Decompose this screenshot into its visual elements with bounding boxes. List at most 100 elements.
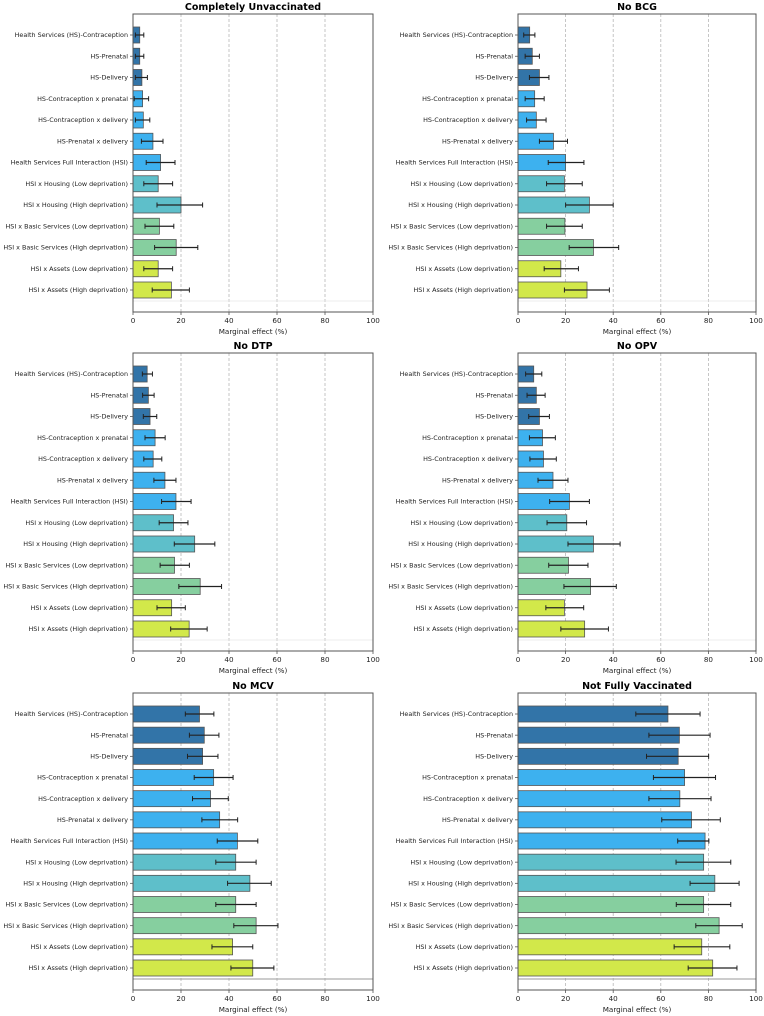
y-tick-label: HS-Prenatal [91,52,129,60]
y-tick-label: Health Services Full Interaction (HSI) [396,837,513,845]
chart-panel-2: No BCG Health Services (HS)-Contraception… [388,2,763,336]
y-tick-label: Health Services (HS)-Contraception [15,370,128,378]
chart-panel-4: No OPV Health Services (HS)-Contraception… [388,341,763,675]
y-tick-label: HSI x Housing (Low deprivation) [25,180,128,188]
y-tick-label: HSI x Basic Services (High deprivation) [388,244,513,252]
bar [517,874,716,892]
chart-title: No OPV [617,341,658,352]
chart-title: No DTP [233,341,272,352]
plot-frame [132,352,374,652]
y-tick-label: HSI x Basic Services (High deprivation) [3,922,128,930]
plot-frame [517,352,757,652]
y-tick-label: HSI x Housing (Low deprivation) [25,858,128,866]
y-tick-label: HSI x Basic Services (High deprivation) [3,583,128,591]
y-tick-label: HS-Contraception x prenatal [37,434,128,442]
y-tick-label: HSI x Assets (High deprivation) [413,964,513,972]
x-tick-label: 0 [516,655,521,664]
bar [517,832,706,850]
y-tick-label: HSI x Assets (High deprivation) [28,964,128,972]
y-tick-label: HS-Contraception x delivery [423,795,513,803]
y-tick-label: HSI x Assets (Low deprivation) [416,604,513,612]
x-tick-label: 20 [176,994,186,1003]
y-tick-label: HSI x Housing (High deprivation) [408,201,513,209]
y-tick-label: HSI x Housing (High deprivation) [23,540,128,548]
y-tick-label: HS-Prenatal x delivery [57,816,128,824]
y-tick-label: HSI x Assets (High deprivation) [413,286,513,294]
y-tick-label: HSI x Basic Services (Low deprivation) [390,901,513,909]
y-tick-label: HS-Prenatal x delivery [57,476,128,484]
x-tick-label: 0 [516,316,521,325]
y-tick-label: HSI x Assets (High deprivation) [413,625,513,633]
y-tick-label: Health Services Full Interaction (HSI) [396,498,513,506]
y-tick-label: HS-Contraception x prenatal [422,774,513,782]
y-tick-label: Health Services (HS)-Contraception [400,370,513,378]
x-tick-label: 80 [704,655,714,664]
y-tick-label: Health Services (HS)-Contraception [15,710,128,718]
y-tick-label: Health Services (HS)-Contraception [400,31,513,39]
y-tick-label: HSI x Basic Services (Low deprivation) [5,222,128,230]
y-tick-label: HSI x Housing (High deprivation) [23,880,128,888]
x-tick-label: 80 [320,994,330,1003]
y-tick-label: HS-Contraception x prenatal [37,774,128,782]
y-tick-label: HS-Contraception x prenatal [37,95,128,103]
x-tick-label: 80 [320,316,330,325]
x-tick-label: 80 [704,994,714,1003]
plot-frame [517,13,757,313]
y-tick-label: HSI x Basic Services (High deprivation) [3,244,128,252]
y-tick-label: HSI x Assets (Low deprivation) [31,604,128,612]
x-tick-label: 80 [320,655,330,664]
x-tick-label: 40 [224,316,234,325]
y-tick-label: HS-Prenatal [476,52,514,60]
x-tick-label: 40 [224,655,234,664]
y-tick-label: HSI x Basic Services (Low deprivation) [5,561,128,569]
y-tick-label: Health Services Full Interaction (HSI) [11,159,128,167]
x-tick-label: 60 [656,316,666,325]
y-tick-label: HSI x Basic Services (Low deprivation) [5,901,128,909]
y-tick-label: HSI x Assets (Low deprivation) [416,265,513,273]
y-tick-label: Health Services (HS)-Contraception [15,31,128,39]
y-tick-label: HS-Prenatal [91,391,129,399]
plot-frame [132,13,374,313]
y-tick-label: HS-Contraception x delivery [38,116,128,124]
y-tick-label: HS-Contraception x prenatal [422,95,513,103]
x-axis-label: Marginal effect (%) [603,1005,672,1014]
x-tick-label: 40 [224,994,234,1003]
x-tick-label: 20 [561,655,571,664]
y-tick-label: HSI x Housing (Low deprivation) [410,519,513,527]
x-tick-label: 100 [749,655,763,664]
y-tick-label: HSI x Assets (High deprivation) [28,286,128,294]
y-tick-label: HSI x Assets (High deprivation) [28,625,128,633]
y-tick-label: HSI x Basic Services (Low deprivation) [390,222,513,230]
y-tick-label: Health Services (HS)-Contraception [400,710,513,718]
y-tick-label: Health Services Full Interaction (HSI) [11,837,128,845]
x-tick-label: 0 [516,994,521,1003]
bar [517,959,714,977]
y-tick-label: HS-Prenatal [476,391,514,399]
x-tick-label: 20 [561,316,571,325]
y-tick-label: HS-Delivery [475,413,513,421]
chart-title: Not Fully Vaccinated [582,681,692,692]
x-tick-label: 60 [272,655,282,664]
y-tick-label: HS-Delivery [90,74,128,82]
y-tick-label: HSI x Housing (Low deprivation) [25,519,128,527]
x-tick-label: 0 [131,994,136,1003]
y-tick-label: HS-Contraception x delivery [423,455,513,463]
y-tick-label: HS-Delivery [475,74,513,82]
y-tick-label: HS-Contraception x delivery [423,116,513,124]
y-tick-label: HSI x Housing (High deprivation) [23,201,128,209]
x-tick-label: 20 [561,994,571,1003]
x-tick-label: 60 [656,655,666,664]
y-tick-label: HS-Contraception x delivery [38,795,128,803]
plot-frame [517,692,757,991]
x-tick-label: 20 [176,655,186,664]
x-tick-label: 60 [272,316,282,325]
x-axis-label: Marginal effect (%) [219,1005,288,1014]
chart-title: Completely Unvaccinated [185,2,321,13]
y-tick-label: HS-Delivery [475,753,513,761]
chart-panel-6: Not Fully Vaccinated Health Services (HS)… [388,681,763,1014]
y-tick-label: HSI x Assets (Low deprivation) [416,943,513,951]
x-tick-label: 40 [609,655,619,664]
y-tick-label: Health Services Full Interaction (HSI) [11,498,128,506]
y-tick-label: HSI x Basic Services (High deprivation) [388,922,513,930]
